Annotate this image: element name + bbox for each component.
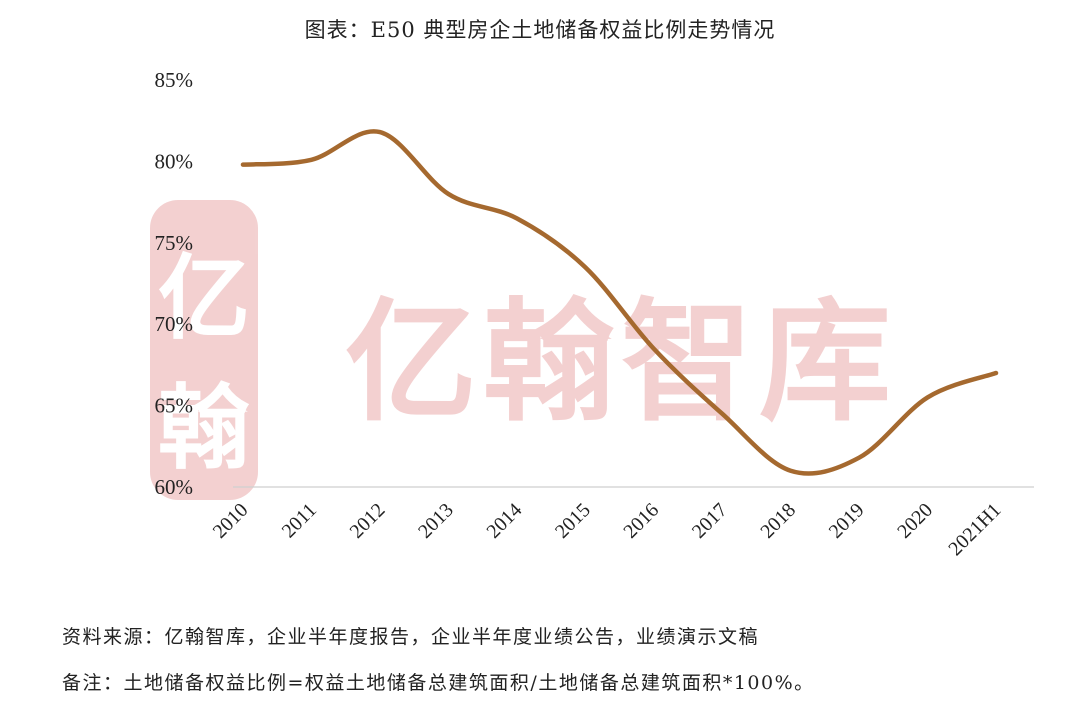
- x-tick-label: 2019: [825, 499, 869, 543]
- y-tick-label: 60%: [155, 475, 194, 499]
- chart-title: 图表：E50 典型房企土地储备权益比例走势情况: [304, 18, 776, 42]
- series-layer: [240, 129, 999, 476]
- x-axis-ticks: 2010 2011 2012 2013 2014 2015 2016 2017 2018 2019…: [209, 499, 1006, 560]
- watermark: 亿 翰 亿翰智库: [150, 200, 897, 500]
- x-tick-label: 2012: [346, 499, 390, 543]
- series-line: [240, 129, 999, 476]
- y-tick-label: 80%: [155, 149, 194, 173]
- watermark-seal: [150, 200, 258, 500]
- y-axis-ticks: 60% 65% 70% 75% 80% 85%: [155, 68, 194, 499]
- y-tick-label: 70%: [155, 312, 194, 336]
- y-tick-label: 65%: [155, 394, 194, 418]
- x-tick-label: 2014: [483, 499, 527, 543]
- y-tick-label: 75%: [155, 231, 194, 255]
- x-tick-label: 2011: [278, 499, 321, 542]
- x-tick-label: 2021H1: [944, 499, 1005, 560]
- x-tick-label: 2013: [414, 499, 458, 543]
- remark-note: 备注：土地储备权益比例=权益土地储备总建筑面积/土地储备总建筑面积*100%。: [62, 672, 815, 694]
- x-tick-label: 2010: [209, 499, 253, 543]
- y-tick-label: 85%: [155, 68, 194, 92]
- x-tick-label: 2017: [688, 499, 732, 543]
- x-tick-label: 2016: [619, 499, 663, 543]
- source-note: 资料来源：亿翰智库，企业半年度报告，企业半年度业绩公告，业绩演示文稿: [62, 626, 760, 648]
- watermark-seal-top: 亿: [158, 245, 250, 352]
- x-tick-label: 2018: [756, 499, 800, 543]
- x-tick-label: 2020: [893, 499, 937, 543]
- x-tick-label: 2015: [551, 499, 595, 543]
- watermark-seal-bottom: 翰: [158, 375, 250, 482]
- watermark-text: 亿翰智库: [345, 286, 897, 440]
